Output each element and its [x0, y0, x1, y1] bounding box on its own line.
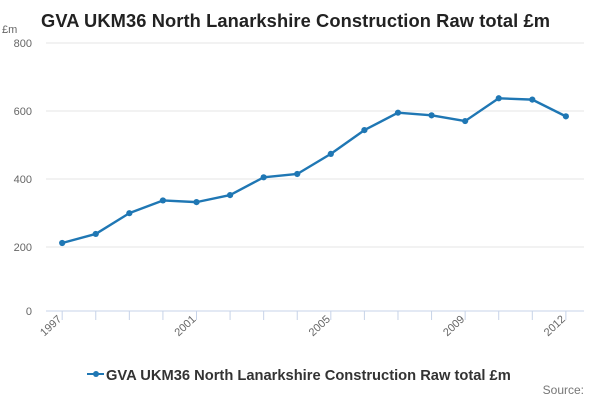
svg-text:1997: 1997: [38, 313, 64, 338]
svg-text:2012: 2012: [542, 313, 568, 338]
svg-text:2009: 2009: [441, 313, 467, 338]
svg-text:400: 400: [14, 174, 32, 186]
svg-text:200: 200: [14, 242, 32, 254]
svg-text:800: 800: [14, 38, 32, 50]
svg-text:2001: 2001: [172, 313, 198, 338]
svg-text:600: 600: [14, 106, 32, 118]
svg-text:0: 0: [26, 306, 32, 318]
svg-text:2005: 2005: [307, 313, 333, 338]
